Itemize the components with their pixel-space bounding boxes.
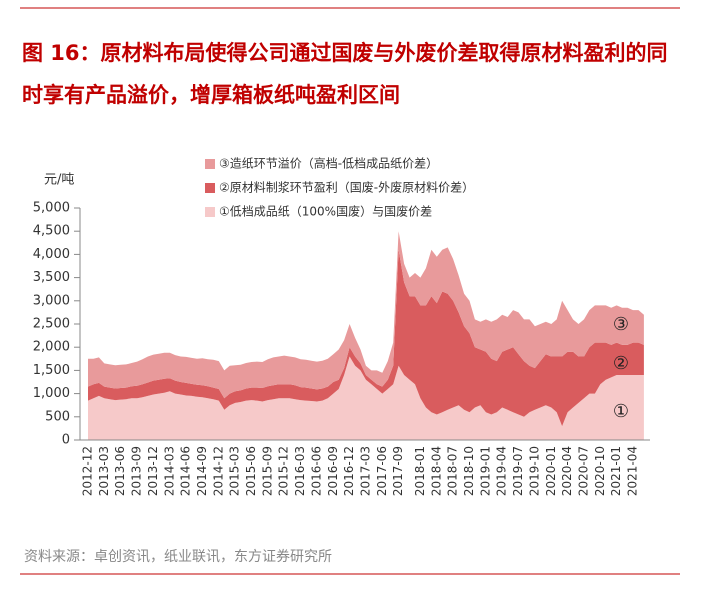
y-tick-label: 2,000 <box>33 340 70 355</box>
x-tick-label: 2013-09 <box>130 446 144 496</box>
x-tick-label: 2018-10 <box>462 446 476 496</box>
x-tick-label: 2019-01 <box>478 446 492 496</box>
x-tick-label: 2019-04 <box>495 446 509 496</box>
area <box>88 231 644 399</box>
x-tick-label: 2020-07 <box>576 446 590 496</box>
x-tick-label: 2020-10 <box>593 446 607 496</box>
x-tick-label: 2017-09 <box>391 446 405 496</box>
annotation: ③ <box>613 314 629 335</box>
x-tick-label: 2014-06 <box>179 446 193 496</box>
area <box>88 356 644 440</box>
x-tick-label: 2015-03 <box>228 446 242 496</box>
x-tick-label: 2013-12 <box>146 446 160 496</box>
x-tick-label: 2016-09 <box>326 446 340 496</box>
x-tick-label: 2016-03 <box>293 446 307 496</box>
x-tick-label: 2015-09 <box>260 446 274 496</box>
x-tick-label: 2015-12 <box>277 446 291 496</box>
area <box>88 249 644 427</box>
legend-swatch <box>205 183 215 193</box>
x-tick-label: 2017-03 <box>358 446 372 496</box>
x-tick-label: 2018-01 <box>413 446 427 496</box>
x-tick-label: 2015-06 <box>244 446 258 496</box>
x-tick-label: 2013-03 <box>97 446 111 496</box>
y-tick-label: 500 <box>45 409 70 424</box>
y-tick-label: 5,000 <box>33 201 70 216</box>
x-tick-label: 2017-06 <box>375 446 389 496</box>
x-tick-label: 2018-07 <box>446 446 460 496</box>
x-tick-label: 2019-10 <box>527 446 541 496</box>
legend-label: ②原材料制浆环节盈利（国废-外废原材料价差） <box>219 180 474 195</box>
x-tick-label: 2020-01 <box>544 446 558 496</box>
x-tick-label: 2014-12 <box>211 446 225 496</box>
x-tick-label: 2019-07 <box>511 446 525 496</box>
x-tick-label: 2014-03 <box>162 446 176 496</box>
legend-label: ③造纸环节溢价（高档-低档成品纸价差） <box>219 156 438 171</box>
y-tick-label: 3,500 <box>33 270 70 285</box>
x-tick-label: 2012-12 <box>81 446 95 496</box>
source-note: 资料来源：卓创资讯，纸业联讯，东方证券研究所 <box>24 549 332 565</box>
y-tick-label: 2,500 <box>33 317 70 332</box>
x-tick-label: 2016-12 <box>342 446 356 496</box>
y-unit: 元/吨 <box>44 173 74 188</box>
x-tick-label: 2018-04 <box>429 446 443 496</box>
y-tick-label: 1,500 <box>33 363 70 378</box>
y-tick-label: 3,000 <box>33 293 70 308</box>
x-tick-label: 2021-01 <box>609 446 623 496</box>
x-tick-label: 2014-09 <box>195 446 209 496</box>
y-tick-label: 4,000 <box>33 247 70 262</box>
x-tick-label: 2020-04 <box>560 446 574 496</box>
x-tick-label: 2013-06 <box>113 446 127 496</box>
y-tick-label: 4,500 <box>33 224 70 239</box>
legend-swatch <box>205 207 215 217</box>
y-tick-label: 1,000 <box>33 386 70 401</box>
annotation: ② <box>613 353 629 374</box>
x-tick-label: 2016-06 <box>309 446 323 496</box>
legend-label: ①低档成品纸（100%国废）与国废价差 <box>219 204 432 219</box>
chart-title: 图 16：原材料布局使得公司通过国废与外废价差取得原材料盈利的同时享有产品溢价，… <box>22 41 668 107</box>
legend-swatch <box>205 159 215 169</box>
annotation: ① <box>613 401 629 422</box>
x-tick-label: 2021-04 <box>626 446 640 496</box>
y-tick-label: 0 <box>62 433 70 448</box>
